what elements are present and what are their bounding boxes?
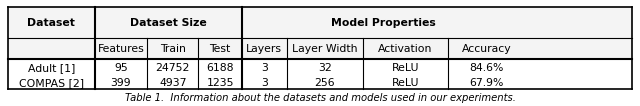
Text: 399: 399 [111, 78, 131, 88]
Text: Layer Width: Layer Width [292, 44, 358, 54]
Text: ReLU: ReLU [392, 78, 419, 88]
Text: 24752: 24752 [156, 63, 190, 73]
Text: Dataset: Dataset [28, 18, 75, 28]
Text: 84.6%: 84.6% [469, 63, 504, 73]
Text: Train: Train [160, 44, 186, 54]
Text: COMPAS [2]: COMPAS [2] [19, 78, 84, 88]
Text: 67.9%: 67.9% [469, 78, 504, 88]
Text: 3: 3 [261, 78, 268, 88]
Bar [8, 38, 632, 59]
Text: Dataset Size: Dataset Size [130, 18, 207, 28]
Text: Test: Test [209, 44, 231, 54]
Text: Layers: Layers [246, 44, 282, 54]
Bar [8, 7, 632, 38]
Text: 3: 3 [261, 63, 268, 73]
Text: Table 1.  Information about the datasets and models used in our experiments.: Table 1. Information about the datasets … [125, 93, 515, 103]
Text: 256: 256 [314, 78, 335, 88]
Text: 95: 95 [114, 63, 128, 73]
Text: 32: 32 [318, 63, 332, 73]
Text: Model Properties: Model Properties [331, 18, 436, 28]
Text: 6188: 6188 [207, 63, 234, 73]
Text: Accuracy: Accuracy [461, 44, 511, 54]
Text: 4937: 4937 [159, 78, 186, 88]
Text: Activation: Activation [378, 44, 433, 54]
Text: 1235: 1235 [207, 78, 234, 88]
Text: ReLU: ReLU [392, 63, 419, 73]
Text: Features: Features [97, 44, 145, 54]
Text: Adult [1]: Adult [1] [28, 63, 75, 73]
